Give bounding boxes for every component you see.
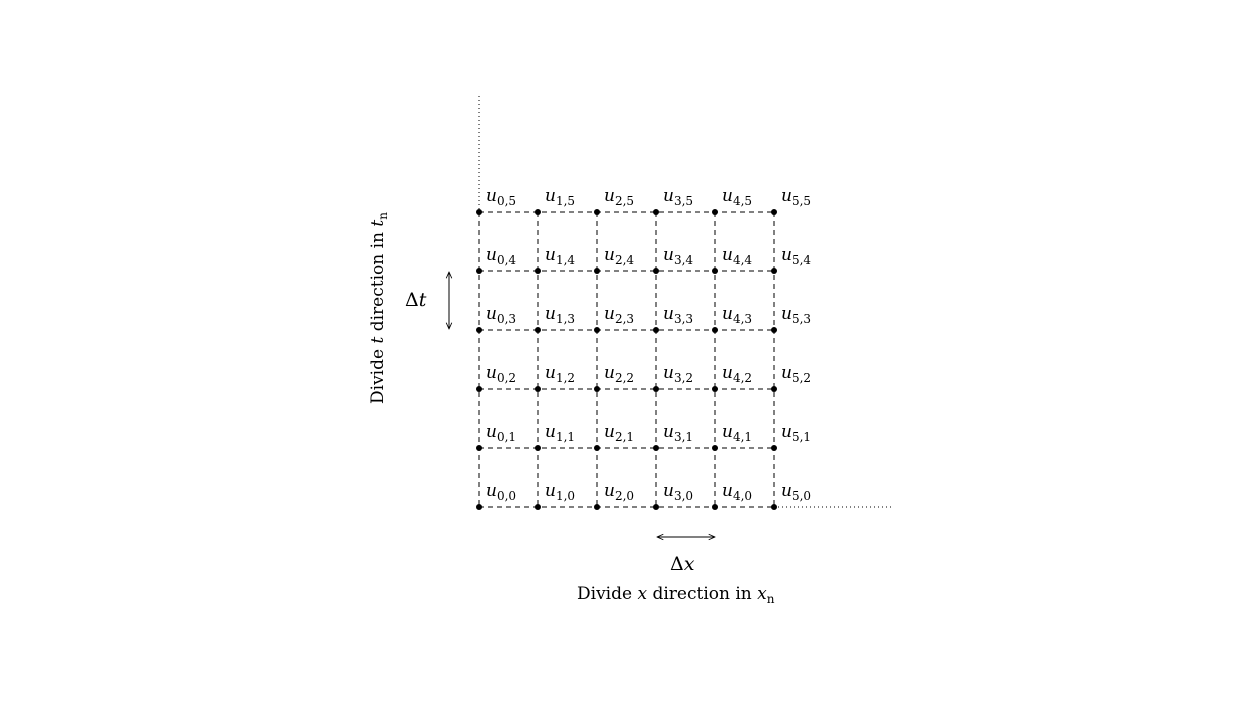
- grid-node-label: u3,4: [663, 245, 693, 267]
- grid-nodes: [476, 209, 777, 510]
- grid-node: [712, 209, 718, 215]
- grid-node: [653, 504, 659, 510]
- grid-node-label: u4,0: [722, 481, 752, 503]
- grid-node: [594, 445, 600, 451]
- grid-node: [653, 386, 659, 392]
- grid-node: [476, 386, 482, 392]
- delta-x-label: Δx: [670, 553, 695, 575]
- grid-node-label: u4,1: [722, 422, 752, 444]
- grid-node-label: u3,0: [663, 481, 693, 503]
- grid-node-label: u5,2: [781, 363, 811, 385]
- grid-node: [594, 504, 600, 510]
- grid-node: [535, 504, 541, 510]
- grid-node-label: u2,5: [604, 186, 634, 208]
- t-direction-caption: Divide t direction in tn: [368, 212, 390, 404]
- grid-node: [712, 327, 718, 333]
- grid-node-label: u4,4: [722, 245, 752, 267]
- grid-node-labels: u0,0 u0,1 u0,2 u0,3 u0,4 u0,5 u1,0 u1,1 u1,2 u1,3…: [486, 186, 811, 503]
- grid-node: [594, 386, 600, 392]
- grid-node: [771, 268, 777, 274]
- grid-node: [712, 268, 718, 274]
- grid-node: [594, 268, 600, 274]
- grid-node-label: u1,4: [545, 245, 575, 267]
- grid-node-label: u0,3: [486, 304, 516, 326]
- grid-node-label: u5,5: [781, 186, 811, 208]
- grid-node: [535, 445, 541, 451]
- grid-node-label: u1,1: [545, 422, 575, 444]
- grid-node-label: u5,3: [781, 304, 811, 326]
- grid-node-label: u2,0: [604, 481, 634, 503]
- grid-node: [476, 445, 482, 451]
- grid-node-label: u2,3: [604, 304, 634, 326]
- grid-node: [712, 386, 718, 392]
- grid-node: [771, 327, 777, 333]
- grid-node: [653, 209, 659, 215]
- grid-node: [771, 209, 777, 215]
- grid-node: [771, 386, 777, 392]
- grid-node: [771, 504, 777, 510]
- delta-t-label: Δt: [405, 289, 427, 311]
- grid-node-label: u2,1: [604, 422, 634, 444]
- grid-node: [476, 327, 482, 333]
- grid-node: [594, 327, 600, 333]
- grid-node-label: u1,5: [545, 186, 575, 208]
- grid-node: [476, 504, 482, 510]
- grid-node: [653, 268, 659, 274]
- grid-node: [653, 327, 659, 333]
- grid-node-label: u2,4: [604, 245, 634, 267]
- grid-node-label: u3,5: [663, 186, 693, 208]
- grid-node: [712, 504, 718, 510]
- grid-node-label: u2,2: [604, 363, 634, 385]
- grid-lines: [478, 211, 775, 508]
- grid-node-label: u0,1: [486, 422, 516, 444]
- grid-node-label: u0,4: [486, 245, 516, 267]
- grid-node: [535, 386, 541, 392]
- grid-node: [476, 268, 482, 274]
- grid-node-label: u3,2: [663, 363, 693, 385]
- grid-node-label: u0,2: [486, 363, 516, 385]
- grid-node-label: u0,0: [486, 481, 516, 503]
- grid-node: [535, 209, 541, 215]
- grid-node: [535, 327, 541, 333]
- grid-node-label: u3,1: [663, 422, 693, 444]
- grid-node-label: u4,5: [722, 186, 752, 208]
- grid-node: [476, 209, 482, 215]
- grid-node-label: u4,2: [722, 363, 752, 385]
- grid-node-label: u5,4: [781, 245, 811, 267]
- grid-node: [653, 445, 659, 451]
- grid-node-label: u5,0: [781, 481, 811, 503]
- grid-node: [594, 209, 600, 215]
- grid-node-label: u0,5: [486, 186, 516, 208]
- grid-node-label: u4,3: [722, 304, 752, 326]
- grid-node: [771, 445, 777, 451]
- x-direction-caption: Divide x direction in xn: [577, 584, 775, 606]
- grid-node: [535, 268, 541, 274]
- grid-node-label: u1,2: [545, 363, 575, 385]
- grid-node-label: u3,3: [663, 304, 693, 326]
- grid-node-label: u1,3: [545, 304, 575, 326]
- grid-node: [712, 445, 718, 451]
- grid-node-label: u5,1: [781, 422, 811, 444]
- grid-node-label: u1,0: [545, 481, 575, 503]
